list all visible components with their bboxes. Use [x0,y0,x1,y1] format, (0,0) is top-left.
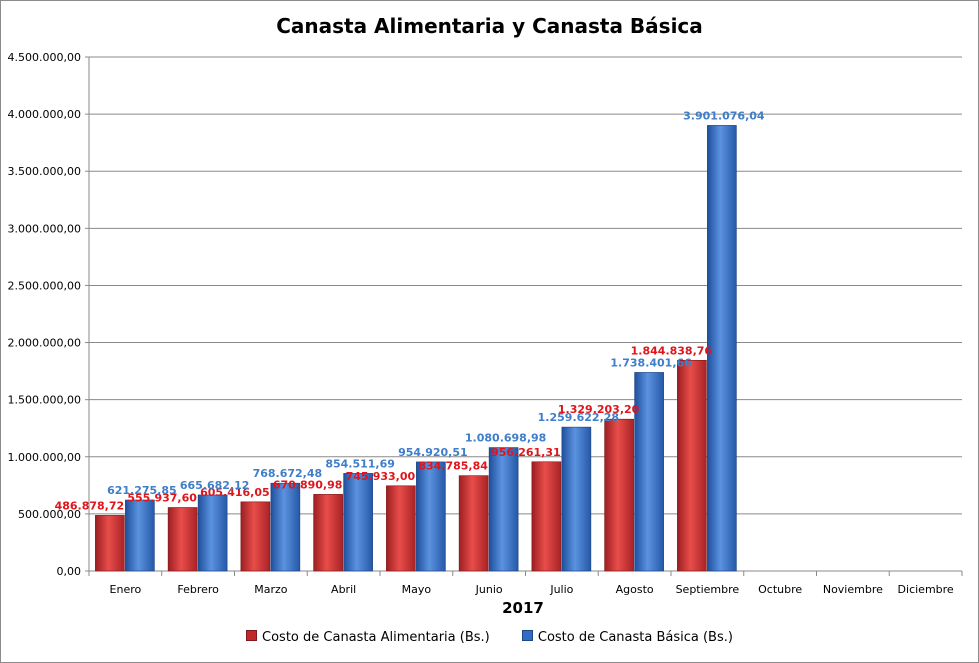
x-tick-label: Junio [475,583,503,596]
y-tick-label: 1.500.000,00 [8,394,81,407]
bar-alimentaria [677,359,707,572]
bar-alimentaria [604,418,634,572]
x-axis-title: 2017 [502,599,544,617]
bar-basica [707,125,737,572]
data-label-basica: 954.920,51 [398,446,468,459]
legend-label-basica: Costo de Canasta Básica (Bs.) [537,630,733,645]
bar-alimentaria [531,461,562,572]
data-label-alimentaria: 834.785,84 [418,460,488,473]
bar-alimentaria [458,475,489,572]
legend-label-alimentaria: Costo de Canasta Alimentaria (Bs.) [262,630,490,645]
legend-item-basica: Costo de Canasta Básica (Bs.) [521,630,733,645]
y-tick-label: 500.000,00 [18,508,81,521]
data-label-basica: 854.511,69 [325,457,395,470]
bar-basica [488,447,519,572]
bar-basica [416,461,446,572]
bar-alimentaria [313,494,343,572]
data-label-basica: 1.738.401,66 [610,356,692,369]
data-label-alimentaria: 1.329.203,20 [558,403,640,416]
y-tick-label: 3.000.000,00 [8,222,81,235]
y-tick-label: 4.000.000,00 [8,108,81,121]
bar-alimentaria [167,507,198,572]
bar-basica [197,494,228,572]
bar-basica [561,426,592,572]
x-tick-label: Diciembre [898,583,954,596]
data-label-basica: 3.901.076,04 [683,109,765,122]
data-label-alimentaria: 555.937,60 [127,491,197,504]
bar-alimentaria [386,485,416,572]
y-tick-label: 0,00 [57,565,82,578]
y-tick-label: 3.500.000,00 [8,165,81,178]
bar-basica [634,372,664,572]
bars [95,125,737,572]
data-label-basica: 768.672,48 [253,467,323,480]
data-label-alimentaria: 745.933,00 [346,470,416,483]
x-tick-label: Octubre [758,583,802,596]
axes: 0,00 500.000,00 1.000.000,00 1.500.000,00 2.… [8,51,963,596]
data-label-alimentaria: 486.878,72 [55,499,125,512]
bar-alimentaria [240,501,271,572]
x-tick-label: Febrero [177,583,219,596]
y-tick-label: 2.000.000,00 [8,337,81,350]
data-label-alimentaria: 670.890,98 [273,478,343,491]
data-label-alimentaria: 956.261,31 [491,446,561,459]
bar-basica [270,482,301,572]
gridlines [89,56,962,572]
y-tick-label: 4.500.000,00 [8,51,81,64]
bar-basica [343,473,373,572]
chart-title: Canasta Alimentaria y Canasta Básica [276,14,703,38]
legend: Costo de Canasta Alimentaria (Bs.) Costo… [0,630,979,645]
x-tick-label: Marzo [254,583,288,596]
x-tick-label: Mayo [402,583,432,596]
data-label-basica: 621.275,85 [107,484,177,497]
x-tick-label: Julio [549,583,573,596]
legend-item-alimentaria: Costo de Canasta Alimentaria (Bs.) [246,630,490,645]
x-tick-label: Agosto [616,583,654,596]
x-tick-label: Septiembre [676,583,740,596]
bar-alimentaria [95,515,125,572]
x-tick-label: Enero [110,583,142,596]
data-label-alimentaria: 605.416,05 [200,486,270,499]
y-tick-label: 2.500.000,00 [8,279,81,292]
legend-swatch-alimentaria [246,630,258,641]
y-tick-label: 1.000.000,00 [8,451,81,464]
data-label-basica: 665.682,12 [180,479,250,492]
data-label-basica: 1.259.622,28 [538,411,619,424]
legend-swatch-basica [521,630,533,641]
data-label-basica: 1.080.698,98 [465,432,546,445]
bar-basica [125,499,155,572]
x-tick-label: Abril [331,583,356,596]
x-tick-label: Noviembre [823,583,883,596]
data-label-alimentaria: 1.844.838,76 [631,344,713,357]
